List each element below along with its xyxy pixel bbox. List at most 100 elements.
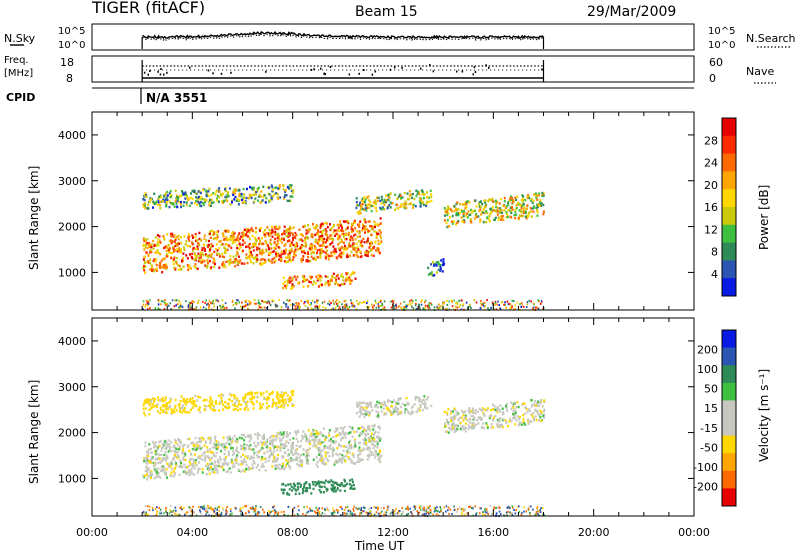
echo-cell — [499, 307, 502, 310]
echo-cell — [418, 304, 421, 307]
echo-cell — [340, 445, 343, 448]
echo-cell — [158, 512, 161, 515]
echo-cell — [340, 255, 342, 259]
echo-cell — [194, 263, 197, 266]
echo-cell — [272, 403, 274, 406]
echo-cell — [344, 228, 347, 231]
echo-cell — [325, 457, 328, 460]
echo-cell — [484, 205, 487, 209]
echo-cell — [157, 446, 159, 449]
echo-cell — [154, 251, 157, 254]
echo-cell — [159, 399, 162, 402]
echo-cell — [423, 514, 426, 517]
echo-cell — [348, 276, 351, 279]
echo-cell — [312, 444, 315, 448]
echo-cell — [170, 241, 173, 245]
echo-cell — [217, 441, 220, 444]
echo-cell — [355, 200, 358, 204]
echo-cell — [292, 233, 294, 236]
echo-cell — [233, 394, 236, 398]
echo-cell — [142, 198, 145, 201]
echo-cell — [343, 425, 346, 429]
echo-cell — [159, 508, 162, 511]
echo-cell — [350, 484, 353, 487]
echo-cell — [292, 404, 295, 407]
echo-cell — [306, 448, 309, 452]
echo-cell — [218, 509, 221, 512]
echo-cell — [272, 445, 275, 448]
echo-cell — [215, 512, 218, 515]
echo-cell — [164, 303, 167, 306]
echo-cell — [235, 456, 238, 460]
echo-cell — [193, 467, 196, 470]
echo-cell — [334, 486, 336, 489]
echo-cell — [172, 250, 175, 253]
echo-cell — [236, 250, 239, 254]
echo-cell — [307, 462, 309, 465]
echo-cell — [538, 201, 541, 204]
echo-cell — [222, 443, 225, 446]
echo-cell — [244, 455, 247, 458]
echo-cell — [204, 264, 207, 267]
echo-cell — [182, 192, 185, 195]
echo-cell — [504, 301, 506, 304]
echo-cell — [235, 254, 238, 257]
echo-cell — [280, 393, 283, 397]
echo-cell — [328, 303, 331, 306]
echo-cell — [202, 306, 205, 309]
echo-cell — [329, 242, 332, 246]
echo-cell — [287, 458, 290, 462]
echo-cell — [447, 506, 450, 509]
echo-cell — [352, 305, 354, 308]
echo-cell — [252, 193, 255, 196]
echo-cell — [277, 246, 280, 249]
echo-cell — [415, 303, 417, 305]
echo-cell — [202, 201, 204, 205]
echo-cell — [178, 242, 181, 246]
echo-cell — [372, 201, 375, 204]
echo-cell — [472, 209, 475, 213]
echo-cell — [363, 429, 366, 432]
echo-cell — [283, 434, 286, 438]
echo-cell — [193, 308, 195, 311]
echo-cell — [155, 467, 158, 471]
echo-cell — [389, 512, 392, 515]
echo-cell — [163, 266, 166, 269]
echo-cell — [422, 196, 425, 200]
echo-cell — [395, 507, 397, 510]
echo-cell — [540, 300, 543, 303]
echo-cell — [150, 451, 153, 454]
echo-cell — [247, 445, 250, 448]
echo-cell — [277, 405, 280, 409]
echo-cell — [301, 437, 304, 440]
echo-cell — [171, 467, 173, 471]
echo-cell — [282, 431, 285, 434]
echo-cell — [146, 260, 149, 263]
echo-cell — [284, 243, 287, 246]
echo-cell — [323, 237, 326, 241]
echo-cell — [336, 446, 339, 450]
echo-cell — [201, 454, 204, 457]
echo-cell — [337, 229, 340, 233]
echo-cell — [233, 458, 236, 462]
echo-cell — [236, 259, 239, 262]
echo-cell — [318, 304, 321, 307]
echo-cell — [435, 271, 438, 274]
echo-cell — [160, 303, 162, 306]
echo-cell — [406, 401, 409, 404]
echo-cell — [176, 199, 179, 202]
echo-cell — [226, 402, 229, 405]
echo-cell — [250, 436, 253, 439]
echo-cell — [537, 299, 539, 302]
echo-cell — [526, 214, 529, 218]
echo-cell — [248, 251, 251, 255]
echo-cell — [158, 444, 161, 448]
echo-cell — [485, 221, 488, 224]
echo-cell — [446, 300, 448, 302]
echo-cell — [488, 198, 491, 201]
echo-cell — [269, 253, 272, 256]
echo-cell — [258, 306, 261, 309]
echo-cell — [298, 308, 301, 311]
echo-cell — [158, 457, 161, 460]
echo-cell — [273, 447, 276, 450]
